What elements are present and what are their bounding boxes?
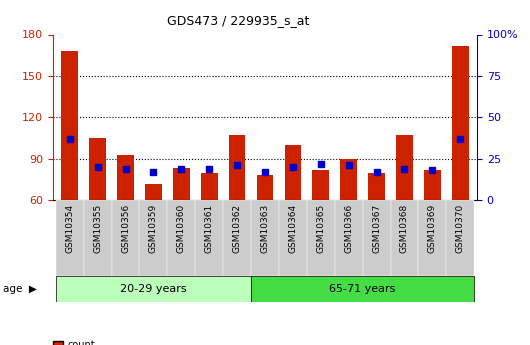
Bar bbox=[312, 170, 329, 200]
Bar bbox=[167, 200, 195, 276]
Text: GSM10365: GSM10365 bbox=[316, 204, 325, 253]
Text: GSM10366: GSM10366 bbox=[344, 204, 353, 253]
Text: GSM10356: GSM10356 bbox=[121, 204, 130, 253]
Text: GSM10368: GSM10368 bbox=[400, 204, 409, 253]
Text: GSM10364: GSM10364 bbox=[288, 204, 297, 253]
Bar bbox=[257, 175, 273, 200]
Text: GSM10355: GSM10355 bbox=[93, 204, 102, 253]
Bar bbox=[446, 200, 474, 276]
Bar bbox=[340, 159, 357, 200]
Text: GSM10360: GSM10360 bbox=[177, 204, 186, 253]
Bar bbox=[424, 170, 441, 200]
Bar bbox=[201, 172, 218, 200]
Bar bbox=[61, 51, 78, 200]
Bar bbox=[223, 200, 251, 276]
Bar bbox=[173, 168, 190, 200]
Bar bbox=[56, 276, 251, 302]
Text: GSM10369: GSM10369 bbox=[428, 204, 437, 253]
Bar bbox=[139, 200, 167, 276]
Bar bbox=[195, 200, 223, 276]
Bar bbox=[396, 135, 413, 200]
Text: 65-71 years: 65-71 years bbox=[330, 284, 396, 294]
Text: count: count bbox=[68, 340, 95, 345]
Bar bbox=[56, 200, 84, 276]
Text: GSM10361: GSM10361 bbox=[205, 204, 214, 253]
Text: GSM10367: GSM10367 bbox=[372, 204, 381, 253]
Bar bbox=[251, 276, 474, 302]
Bar bbox=[84, 200, 112, 276]
Text: age  ▶: age ▶ bbox=[3, 284, 37, 294]
Text: GSM10362: GSM10362 bbox=[233, 204, 242, 253]
Bar bbox=[285, 145, 301, 200]
Text: 20-29 years: 20-29 years bbox=[120, 284, 187, 294]
Bar bbox=[307, 200, 335, 276]
Text: GSM10354: GSM10354 bbox=[65, 204, 74, 253]
Bar bbox=[279, 200, 307, 276]
Bar bbox=[251, 200, 279, 276]
Bar bbox=[229, 135, 245, 200]
Bar bbox=[117, 155, 134, 200]
Text: GSM10363: GSM10363 bbox=[261, 204, 269, 253]
Bar bbox=[452, 46, 469, 200]
Bar bbox=[368, 172, 385, 200]
Bar bbox=[145, 184, 162, 200]
Text: GSM10359: GSM10359 bbox=[149, 204, 158, 253]
Text: GDS473 / 229935_s_at: GDS473 / 229935_s_at bbox=[167, 14, 310, 27]
Bar bbox=[418, 200, 446, 276]
Bar bbox=[391, 200, 418, 276]
Bar bbox=[89, 138, 106, 200]
Text: GSM10370: GSM10370 bbox=[456, 204, 465, 253]
Bar bbox=[335, 200, 363, 276]
Bar bbox=[363, 200, 391, 276]
Bar bbox=[112, 200, 139, 276]
